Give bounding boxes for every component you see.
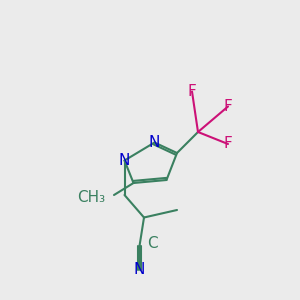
Text: CH₃: CH₃ bbox=[77, 190, 105, 206]
Text: F: F bbox=[224, 99, 232, 114]
Text: N: N bbox=[119, 153, 130, 168]
Text: N: N bbox=[149, 135, 160, 150]
Text: N: N bbox=[134, 262, 145, 278]
Text: F: F bbox=[188, 84, 196, 99]
Text: C: C bbox=[147, 236, 158, 250]
Text: F: F bbox=[224, 136, 232, 152]
